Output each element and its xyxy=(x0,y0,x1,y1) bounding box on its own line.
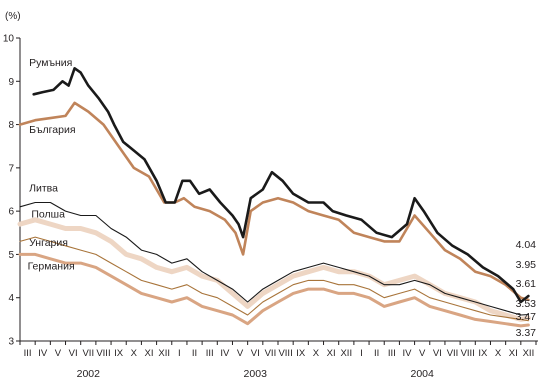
x-month-label: IV xyxy=(220,348,230,359)
end-value-4: 3.47 xyxy=(516,311,537,323)
x-month-label: XI xyxy=(327,348,336,359)
series-line-0 xyxy=(32,67,530,304)
end-values: 4.04 3.95 3.61 3.533.47 3.37 xyxy=(516,239,537,339)
x-month-label: VI xyxy=(69,348,78,359)
y-tick-label: 6 xyxy=(8,207,14,218)
end-value-2: 3.61 xyxy=(516,278,537,290)
series-label-5: Германия xyxy=(28,261,75,273)
x-month-label: V xyxy=(419,348,426,359)
series-line-4 xyxy=(19,236,529,322)
series-label-0: Румъния xyxy=(29,57,72,69)
y-tick-label: 10 xyxy=(3,34,15,45)
x-month-label: VIII xyxy=(278,348,292,359)
end-value-5: 3.37 xyxy=(516,327,537,339)
x-month-label: VI xyxy=(251,348,260,359)
x-month-label: VII xyxy=(265,348,277,359)
axes: (%) xyxy=(5,11,538,342)
y-tick-label: 8 xyxy=(8,120,14,131)
x-month-label: X xyxy=(495,348,502,359)
x-month-label: VIII xyxy=(96,348,110,359)
y-axis-unit-label: (%) xyxy=(5,11,21,22)
y-tick-label: 9 xyxy=(8,77,14,88)
y-tick-label: 4 xyxy=(8,293,14,304)
x-month-label: IV xyxy=(38,348,48,359)
x-month-label: X xyxy=(131,348,138,359)
series-label-3: Полша xyxy=(31,209,65,221)
x-month-label: III xyxy=(24,348,32,359)
x-year-label: 2002 xyxy=(77,368,101,380)
x-month-label: IV xyxy=(403,348,413,359)
x-month-label: XII xyxy=(158,348,170,359)
x-month-label: IX xyxy=(114,348,124,359)
series-line-2 xyxy=(19,201,529,316)
y-tick-label: 5 xyxy=(8,250,14,261)
end-value-0: 4.04 xyxy=(516,239,537,251)
series-line-1 xyxy=(18,101,530,302)
x-month-label: I xyxy=(178,348,181,359)
x-month-label: VI xyxy=(433,348,442,359)
x-month-label: V xyxy=(55,348,62,359)
x-month-label: IX xyxy=(296,348,306,359)
y-tick-label: 7 xyxy=(8,163,14,174)
x-month-label: IX xyxy=(478,348,488,359)
y-tick-label: 3 xyxy=(8,337,14,348)
x-month-label: VII xyxy=(447,348,459,359)
x-month-label: XII xyxy=(523,348,535,359)
x-month-label: II xyxy=(192,348,197,359)
series-label-4: Унгария xyxy=(29,237,68,249)
series-label-2: Литва xyxy=(29,183,58,195)
x-month-label: X xyxy=(313,348,320,359)
series-labels: Румъния България Литва Полша Унгария Германия xyxy=(28,57,76,272)
x-year-label: 2004 xyxy=(410,368,434,380)
end-value-3: 3.53 xyxy=(516,298,537,310)
x-month-label: V xyxy=(237,348,244,359)
end-value-1: 3.95 xyxy=(516,259,537,271)
x-month-label: VII xyxy=(82,348,94,359)
x-month-label: I xyxy=(360,348,363,359)
x-month-label: XII xyxy=(340,348,352,359)
x-month-label: VIII xyxy=(461,348,475,359)
x-ticks: III IV V VI VII VIII IX X XI XII I II III IV V VI VII VII… xyxy=(19,341,537,380)
x-month-label: II xyxy=(374,348,379,359)
series-label-1: България xyxy=(29,124,75,136)
series-lines xyxy=(17,67,531,328)
y-ticks: 3 4 5 6 7 8 9 10 xyxy=(3,34,20,348)
x-month-label: III xyxy=(206,348,214,359)
x-year-label: 2003 xyxy=(244,368,268,380)
x-month-label: XI xyxy=(509,348,518,359)
x-month-label: III xyxy=(388,348,396,359)
x-month-label: XI xyxy=(145,348,154,359)
series-line-5 xyxy=(18,252,530,328)
